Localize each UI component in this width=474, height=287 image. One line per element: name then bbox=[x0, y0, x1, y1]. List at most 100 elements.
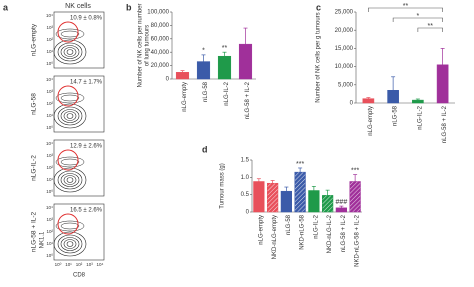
x-tick-label: nLG-58 bbox=[203, 81, 209, 102]
y-tick-label: 10⁴ bbox=[46, 141, 53, 146]
contour bbox=[63, 111, 77, 121]
contour bbox=[66, 177, 74, 183]
bar bbox=[280, 190, 292, 213]
y-axis-label: of lung tumours bbox=[145, 25, 151, 66]
y-tick-label: 1.5 bbox=[241, 158, 250, 164]
contour bbox=[63, 175, 77, 185]
significance: *** bbox=[351, 167, 359, 174]
contour bbox=[53, 167, 87, 193]
x-tick-label: 10² bbox=[76, 262, 83, 267]
y-tick-label: 60,000 bbox=[151, 36, 170, 42]
y-tick-label: 10⁴ bbox=[46, 13, 53, 18]
contour bbox=[66, 49, 74, 55]
y-tick-label: 10⁴ bbox=[46, 205, 53, 210]
y-tick-label: 10⁴ bbox=[46, 77, 53, 82]
x-tick-label: nLG-IL-2 bbox=[224, 81, 230, 105]
contour bbox=[53, 231, 87, 257]
x-tick-label: nLG-58 + IL-2 bbox=[442, 105, 448, 143]
comparison-bracket bbox=[368, 7, 443, 12]
contour bbox=[60, 109, 80, 123]
contour bbox=[63, 239, 77, 249]
gate bbox=[57, 149, 79, 171]
x-tick-label: nLG-58 + IL-2 bbox=[245, 81, 251, 119]
contour bbox=[60, 30, 80, 38]
contour bbox=[55, 28, 85, 40]
y-tick-label: 20,000 bbox=[335, 28, 354, 34]
x-tick-label: nLG-58 + IL-2 bbox=[341, 214, 347, 252]
contour bbox=[53, 103, 87, 129]
gate bbox=[57, 85, 79, 107]
x-tick-label: 10⁴ bbox=[97, 262, 104, 267]
x-tick-label: nLG-IL-2 bbox=[417, 105, 423, 129]
x-tick-label: NKD-nLG-IL-2 bbox=[327, 214, 333, 253]
y-tick-label: 10² bbox=[46, 101, 53, 106]
contour bbox=[66, 241, 74, 247]
panel-label: b bbox=[126, 2, 132, 12]
contour bbox=[63, 47, 77, 57]
panel-label: a bbox=[3, 2, 9, 12]
y-axis-label: Number of NK cells per number bbox=[138, 3, 144, 87]
significance: ** bbox=[222, 45, 228, 52]
contour bbox=[57, 170, 83, 190]
comparison-label: ** bbox=[428, 23, 434, 30]
contour bbox=[66, 113, 74, 119]
y-tick-label: 80,000 bbox=[151, 23, 170, 29]
comparison-label: ** bbox=[403, 3, 409, 10]
gate-percent: 12.9 ± 2.6% bbox=[70, 144, 103, 150]
contour bbox=[60, 45, 80, 59]
comparison-label: * bbox=[417, 13, 420, 20]
y-tick-label: 10¹ bbox=[46, 113, 53, 118]
bar bbox=[349, 181, 361, 213]
y-tick-label: 0.5 bbox=[241, 192, 250, 198]
row-label: nLG-empty bbox=[31, 23, 38, 56]
x-tick-label: nLG-58 bbox=[286, 214, 292, 235]
gate-percent: 10.9 ± 0.8% bbox=[70, 16, 103, 22]
bar bbox=[335, 207, 347, 213]
comparison-bracket bbox=[392, 17, 443, 22]
y-tick-label: 10⁰ bbox=[46, 61, 53, 66]
bar bbox=[238, 43, 253, 80]
bar bbox=[294, 171, 306, 213]
y-tick-label: 10³ bbox=[46, 217, 53, 222]
bar bbox=[387, 90, 399, 104]
gate-percent: 16.5 ± 2.6% bbox=[70, 208, 103, 214]
contour bbox=[55, 156, 85, 168]
contour bbox=[57, 234, 83, 254]
y-tick-label: 10² bbox=[46, 229, 53, 234]
bar bbox=[253, 181, 265, 213]
x-tick-label: nLG-empty bbox=[182, 82, 188, 112]
y-axis-label: Number of NK cells per g tumours bbox=[316, 12, 322, 102]
contour bbox=[60, 158, 80, 166]
row-label: nLG-58 bbox=[31, 93, 38, 115]
y-tick-label: 10³ bbox=[46, 153, 53, 158]
gate-percent: 14.7 ± 1.7% bbox=[70, 80, 103, 86]
contour bbox=[55, 220, 85, 232]
bar bbox=[322, 195, 334, 213]
row-label: nLG-IL-2 bbox=[31, 155, 38, 181]
x-tick-label: 10¹ bbox=[65, 262, 72, 267]
bar bbox=[175, 72, 190, 80]
x-axis-label: CD8 bbox=[73, 273, 86, 279]
significance: ### bbox=[336, 199, 348, 206]
y-tick-label: 0 bbox=[350, 101, 354, 107]
contour bbox=[60, 94, 80, 102]
bar bbox=[412, 99, 424, 104]
contour bbox=[60, 173, 80, 187]
panel-label: c bbox=[316, 2, 321, 12]
contour bbox=[57, 106, 83, 126]
comparison-bracket bbox=[417, 27, 443, 32]
y-tick-label: 10⁰ bbox=[46, 189, 53, 194]
y-tick-label: 10⁰ bbox=[46, 125, 53, 130]
x-tick-label: NKD-nLG-empty bbox=[272, 215, 278, 259]
contour bbox=[60, 222, 80, 230]
y-tick-label: 10⁰ bbox=[46, 253, 53, 258]
y-tick-label: 20,000 bbox=[151, 63, 170, 69]
x-tick-label: NKD-nLG-58 + IL-2 bbox=[355, 214, 361, 267]
x-tick-label: 10³ bbox=[86, 262, 93, 267]
y-tick-label: 10¹ bbox=[46, 177, 53, 182]
row-label: nLG-58 + IL-2 bbox=[31, 211, 38, 252]
bar bbox=[196, 61, 211, 80]
y-tick-label: 0 bbox=[246, 210, 250, 216]
bar bbox=[362, 98, 375, 104]
